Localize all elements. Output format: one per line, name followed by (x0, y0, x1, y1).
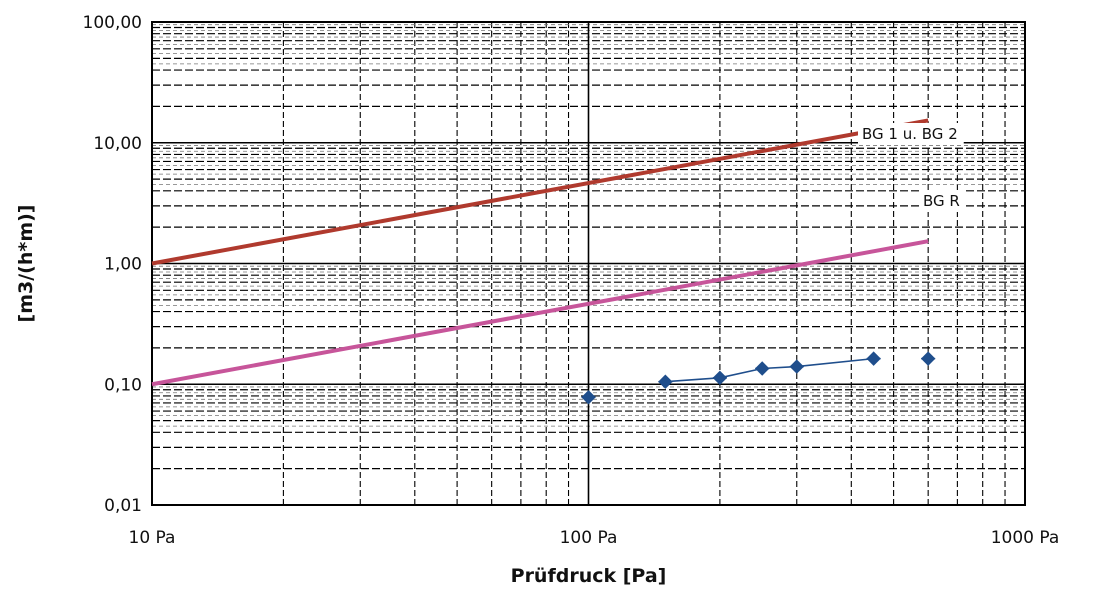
series-label-0: BG 1 u. BG 2 (862, 125, 958, 143)
series-line-0 (151, 118, 929, 266)
data-point-marker (920, 351, 936, 366)
y-tick-labels: 100,00 10,00 1,00 0,10 0,01 (83, 13, 142, 516)
series-line-1 (151, 239, 929, 387)
y-tick-label: 1,00 (104, 255, 142, 275)
x-tick-label: 1000 Pa (991, 528, 1060, 548)
data-point-marker (581, 390, 596, 405)
y-axis-title: [m3/(h*m)] (15, 205, 37, 323)
series-label-background (858, 123, 964, 145)
x-tick-label: 100 Pa (560, 528, 618, 548)
x-tick-label: 10 Pa (129, 528, 176, 548)
y-tick-label: 0,01 (104, 496, 142, 516)
data-point-marker (658, 374, 673, 389)
y-tick-label: 0,10 (104, 375, 142, 395)
series-label-background (919, 190, 966, 212)
y-tick-label: 10,00 (93, 134, 142, 154)
data-point-marker (866, 351, 881, 366)
x-tick-labels: 10 Pa 100 Pa 1000 Pa (129, 528, 1060, 548)
series-layer: BG 1 u. BG 2 BG R (151, 118, 966, 405)
data-point-marker (712, 370, 728, 386)
series-label-1: BG R (923, 192, 960, 210)
y-tick-label: 100,00 (83, 13, 142, 33)
series-connector-line (665, 357, 874, 383)
data-point-marker (754, 361, 770, 376)
x-axis-title: Prüfdruck [Pa] (511, 565, 667, 587)
data-point-marker (789, 359, 804, 374)
